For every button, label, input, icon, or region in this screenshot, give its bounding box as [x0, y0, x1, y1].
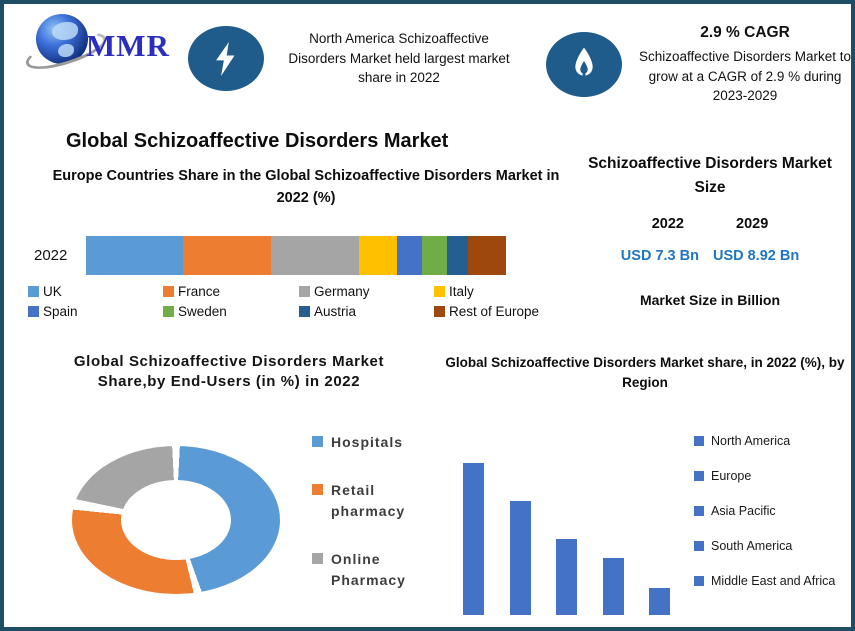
legend-item-europe: Europe [694, 469, 851, 483]
legend-item-asia-pacific: Asia Pacific [694, 504, 851, 518]
legend-color-swatch [694, 576, 704, 586]
legend-color-swatch [312, 553, 323, 564]
legend-label: Sweden [178, 304, 227, 319]
donut-hole [121, 480, 231, 560]
bar-segment-austria [447, 236, 469, 275]
legend-label: Austria [314, 304, 357, 319]
market-size-panel: Schizoaffective Disorders Market Size 20… [579, 152, 841, 308]
bar-segment-sweden [421, 236, 448, 275]
legend-label: Asia Pacific [711, 504, 776, 518]
bar-asia-pacific [556, 539, 577, 615]
cagr-title: 2.9 % CAGR [700, 24, 790, 41]
page-title: Global Schizoaffective Disorders Market [66, 130, 449, 152]
legend-color-swatch [312, 484, 323, 495]
europe-chart: 2022 [34, 236, 506, 275]
bar-segment-uk [86, 236, 183, 275]
value-2029: USD 8.92 Bn [712, 248, 800, 265]
legend-color-swatch [163, 286, 174, 297]
end-users-chart-title: Global Schizoaffective Disorders Market … [73, 353, 385, 391]
legend-label: UK [43, 284, 62, 299]
market-size-values: USD 7.3 Bn USD 8.92 Bn [579, 248, 841, 264]
bar-segment-rest-of-europe [468, 236, 506, 275]
bar-segment-spain [396, 236, 422, 275]
globe-continent [52, 22, 78, 40]
europe-legend: UK France Germany Italy Spain Sweden Austria Re… [28, 284, 568, 319]
legend-label: South America [711, 539, 793, 553]
legend-color-swatch [694, 541, 704, 551]
europe-chart-title: Europe Countries Share in the Global Sch… [52, 168, 560, 206]
region-legend: North America Europe Asia Pacific South Ame… [694, 434, 851, 588]
legend-label: Online Pharmacy [331, 551, 406, 588]
globe-continent [58, 44, 74, 57]
logo-text: MMR [86, 28, 170, 63]
legend-label: Rest of Europe [449, 304, 540, 319]
legend-item-north-america: North America [694, 434, 851, 448]
lightning-bolt-icon [188, 26, 264, 91]
legend-item-italy: Italy [434, 284, 568, 299]
europe-stacked-bar [86, 236, 506, 275]
bar-north-america [463, 463, 484, 615]
legend-label: Middle East and Africa [711, 574, 836, 588]
flame-icon [546, 32, 622, 98]
legend-item-hospitals: Hospitals [312, 432, 442, 453]
legend-item-austria: Austria [299, 304, 434, 319]
globe-icon [36, 14, 88, 64]
year-2029: 2029 [736, 216, 769, 233]
market-size-title: Schizoaffective Disorders Market Size [588, 155, 832, 197]
legend-color-swatch [28, 286, 39, 297]
bar-segment-italy [358, 236, 397, 275]
legend-color-swatch [28, 306, 39, 317]
callout-text: Schizoaffective Disorders Market to grow… [638, 49, 852, 104]
callout-north-america: North America Schizoaffective Disorders … [188, 26, 518, 91]
legend-label: Hospitals [331, 434, 404, 450]
callout-text-block: 2.9 % CAGR Schizoaffective Disorders Mar… [636, 24, 852, 106]
region-bar-chart [463, 459, 673, 615]
legend-label: France [178, 284, 221, 299]
legend-color-swatch [694, 506, 704, 516]
legend-label: Europe [711, 469, 752, 483]
callout-text: North America Schizoaffective Disorders … [288, 31, 510, 86]
legend-label: Retail pharmacy [331, 482, 406, 519]
legend-item-rest-of-europe: Rest of Europe [434, 304, 568, 319]
market-size-years: 2022 2029 [579, 216, 841, 232]
legend-color-swatch [694, 436, 704, 446]
legend-color-swatch [434, 306, 445, 317]
legend-label: Italy [449, 284, 474, 299]
bar-south-america [602, 558, 624, 615]
legend-item-retail-pharmacy: Retail pharmacy [312, 480, 442, 522]
bar-segment-france [182, 236, 271, 275]
value-2022: USD 7.3 Bn [620, 248, 699, 265]
mmr-logo: MMR [22, 12, 170, 77]
end-users-legend: Hospitals Retail pharmacy Online Pharmacy [312, 432, 442, 591]
legend-label: Spain [43, 304, 78, 319]
legend-color-swatch [434, 286, 445, 297]
legend-color-swatch [694, 471, 704, 481]
legend-color-swatch [312, 436, 323, 447]
legend-item-sweden: Sweden [163, 304, 299, 319]
legend-item-uk: UK [28, 284, 163, 299]
legend-item-south-america: South America [694, 539, 851, 553]
legend-label: Germany [314, 284, 370, 299]
legend-item-middle-east-and-africa: Middle East and Africa [694, 574, 851, 588]
category-label: 2022 [34, 247, 68, 264]
legend-color-swatch [299, 286, 310, 297]
legend-color-swatch [163, 306, 174, 317]
legend-label: North America [711, 434, 791, 448]
legend-item-france: France [163, 284, 299, 299]
legend-item-germany: Germany [299, 284, 434, 299]
region-chart-title: Global Schizoaffective Disorders Market … [445, 355, 845, 390]
legend-color-swatch [299, 306, 310, 317]
year-2022: 2022 [651, 216, 684, 233]
bar-middle-east-and-africa [649, 588, 670, 615]
bar-segment-germany [270, 236, 359, 275]
market-size-note: Market Size in Billion [639, 292, 781, 309]
end-users-donut-chart [72, 446, 280, 594]
legend-item-spain: Spain [28, 304, 163, 319]
legend-item-online-pharmacy: Online Pharmacy [312, 549, 442, 591]
callout-cagr: 2.9 % CAGR Schizoaffective Disorders Mar… [546, 24, 852, 106]
bar-europe [509, 501, 531, 615]
